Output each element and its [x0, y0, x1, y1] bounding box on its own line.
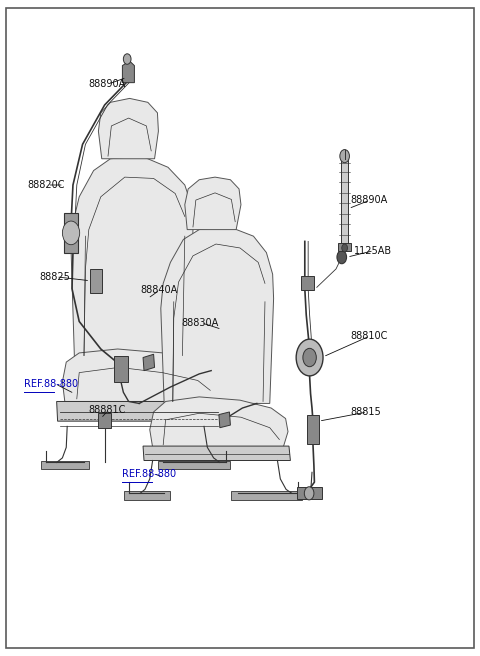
Polygon shape: [98, 98, 158, 159]
Text: 1125AB: 1125AB: [354, 245, 392, 256]
Circle shape: [304, 487, 314, 500]
Text: 88810C: 88810C: [350, 331, 388, 341]
Polygon shape: [143, 446, 290, 461]
Polygon shape: [307, 415, 319, 444]
Polygon shape: [150, 397, 288, 447]
Polygon shape: [185, 177, 241, 230]
Polygon shape: [62, 349, 217, 401]
Text: 88840A: 88840A: [140, 285, 178, 295]
Polygon shape: [57, 401, 220, 421]
Polygon shape: [219, 412, 230, 428]
Text: 88815: 88815: [350, 407, 381, 417]
Text: REF.88-880: REF.88-880: [122, 468, 177, 479]
Polygon shape: [98, 413, 111, 428]
Circle shape: [296, 339, 323, 376]
Polygon shape: [338, 243, 351, 251]
Polygon shape: [90, 269, 102, 293]
Circle shape: [62, 221, 80, 245]
Circle shape: [303, 348, 316, 367]
Polygon shape: [114, 356, 128, 382]
Text: 88820C: 88820C: [28, 180, 65, 190]
Polygon shape: [231, 491, 302, 500]
Circle shape: [123, 54, 131, 64]
Text: 88825: 88825: [39, 272, 70, 282]
Circle shape: [337, 251, 347, 264]
Text: 88890A: 88890A: [350, 195, 388, 205]
Polygon shape: [158, 461, 230, 469]
Polygon shape: [161, 226, 274, 403]
Polygon shape: [297, 487, 322, 499]
Polygon shape: [301, 276, 314, 290]
Text: 88830A: 88830A: [181, 318, 219, 328]
Text: REF.88-880: REF.88-880: [24, 379, 78, 389]
Polygon shape: [71, 156, 193, 358]
Polygon shape: [124, 491, 170, 500]
Polygon shape: [64, 213, 78, 253]
Polygon shape: [143, 354, 155, 371]
Circle shape: [340, 150, 349, 163]
Polygon shape: [122, 61, 134, 83]
Polygon shape: [41, 461, 89, 469]
Polygon shape: [341, 159, 348, 243]
Text: 88881C: 88881C: [89, 405, 126, 415]
Text: 88890A: 88890A: [89, 79, 126, 89]
Circle shape: [342, 244, 348, 252]
